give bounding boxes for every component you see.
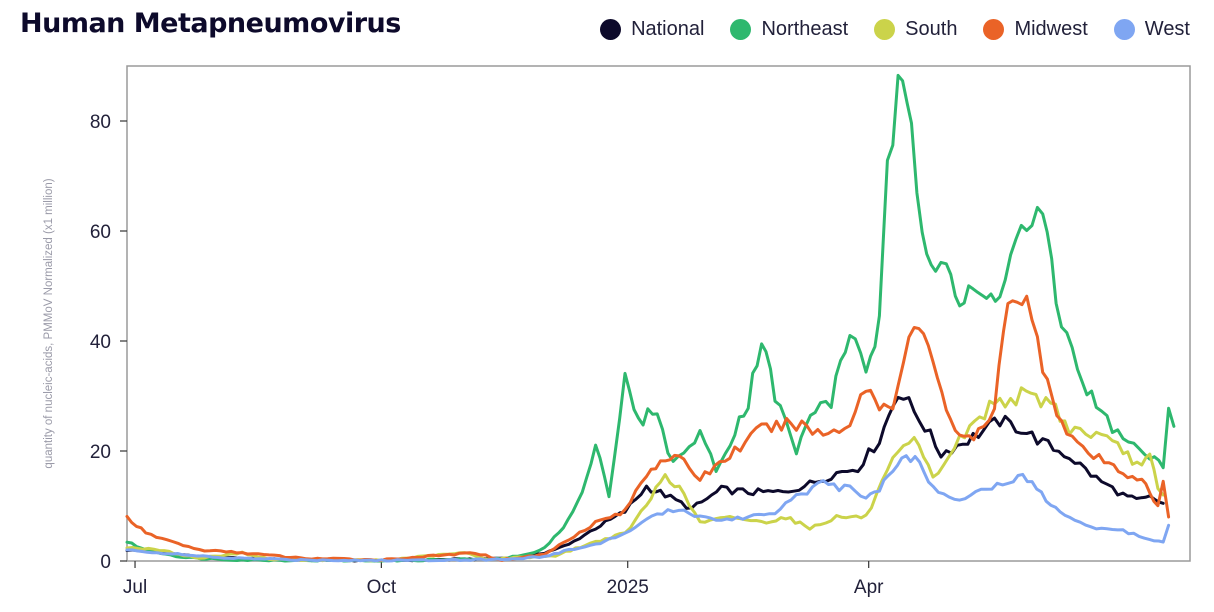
x-tick-label: Apr	[854, 577, 884, 598]
chart-legend: National Northeast South Midwest West	[600, 18, 1190, 41]
legend-item-midwest[interactable]: Midwest	[983, 18, 1088, 41]
legend-label-west: West	[1144, 18, 1190, 40]
series-northeast	[125, 73, 1176, 563]
plot-area-frame	[126, 65, 1191, 562]
series-midwest	[125, 294, 1171, 563]
series-west	[125, 454, 1171, 563]
legend-item-northeast[interactable]: Northeast	[730, 18, 848, 41]
series-line-west	[125, 454, 1171, 563]
x-tick-label: Jul	[123, 577, 147, 598]
legend-item-national[interactable]: National	[600, 18, 704, 41]
legend-label-south: South	[905, 18, 958, 40]
y-tick-label: 80	[90, 112, 111, 133]
legend-swatch-northeast	[730, 19, 752, 40]
chart-title: Human Metapneumovirus	[20, 8, 401, 39]
legend-label-national: National	[631, 18, 705, 40]
legend-label-northeast: Northeast	[761, 18, 849, 40]
y-axis-label: quantity of nucleic-acids, PMMoV Normali…	[43, 178, 55, 468]
legend-swatch-national	[600, 19, 622, 40]
series-line-midwest	[125, 294, 1171, 563]
y-tick-label: 0	[100, 552, 111, 573]
y-tick-label: 20	[90, 442, 111, 463]
legend-label-midwest: Midwest	[1014, 18, 1088, 40]
y-tick-label: 40	[90, 332, 111, 353]
legend-swatch-west	[1113, 19, 1135, 40]
legend-item-west[interactable]: West	[1113, 18, 1190, 41]
series-line-northeast	[125, 73, 1176, 563]
x-tick-label: 2025	[607, 577, 649, 598]
legend-swatch-midwest	[983, 19, 1005, 40]
y-tick-label: 60	[90, 222, 111, 243]
x-tick-label: Oct	[367, 577, 397, 598]
legend-swatch-south	[874, 19, 896, 40]
legend-item-south[interactable]: South	[874, 18, 957, 41]
